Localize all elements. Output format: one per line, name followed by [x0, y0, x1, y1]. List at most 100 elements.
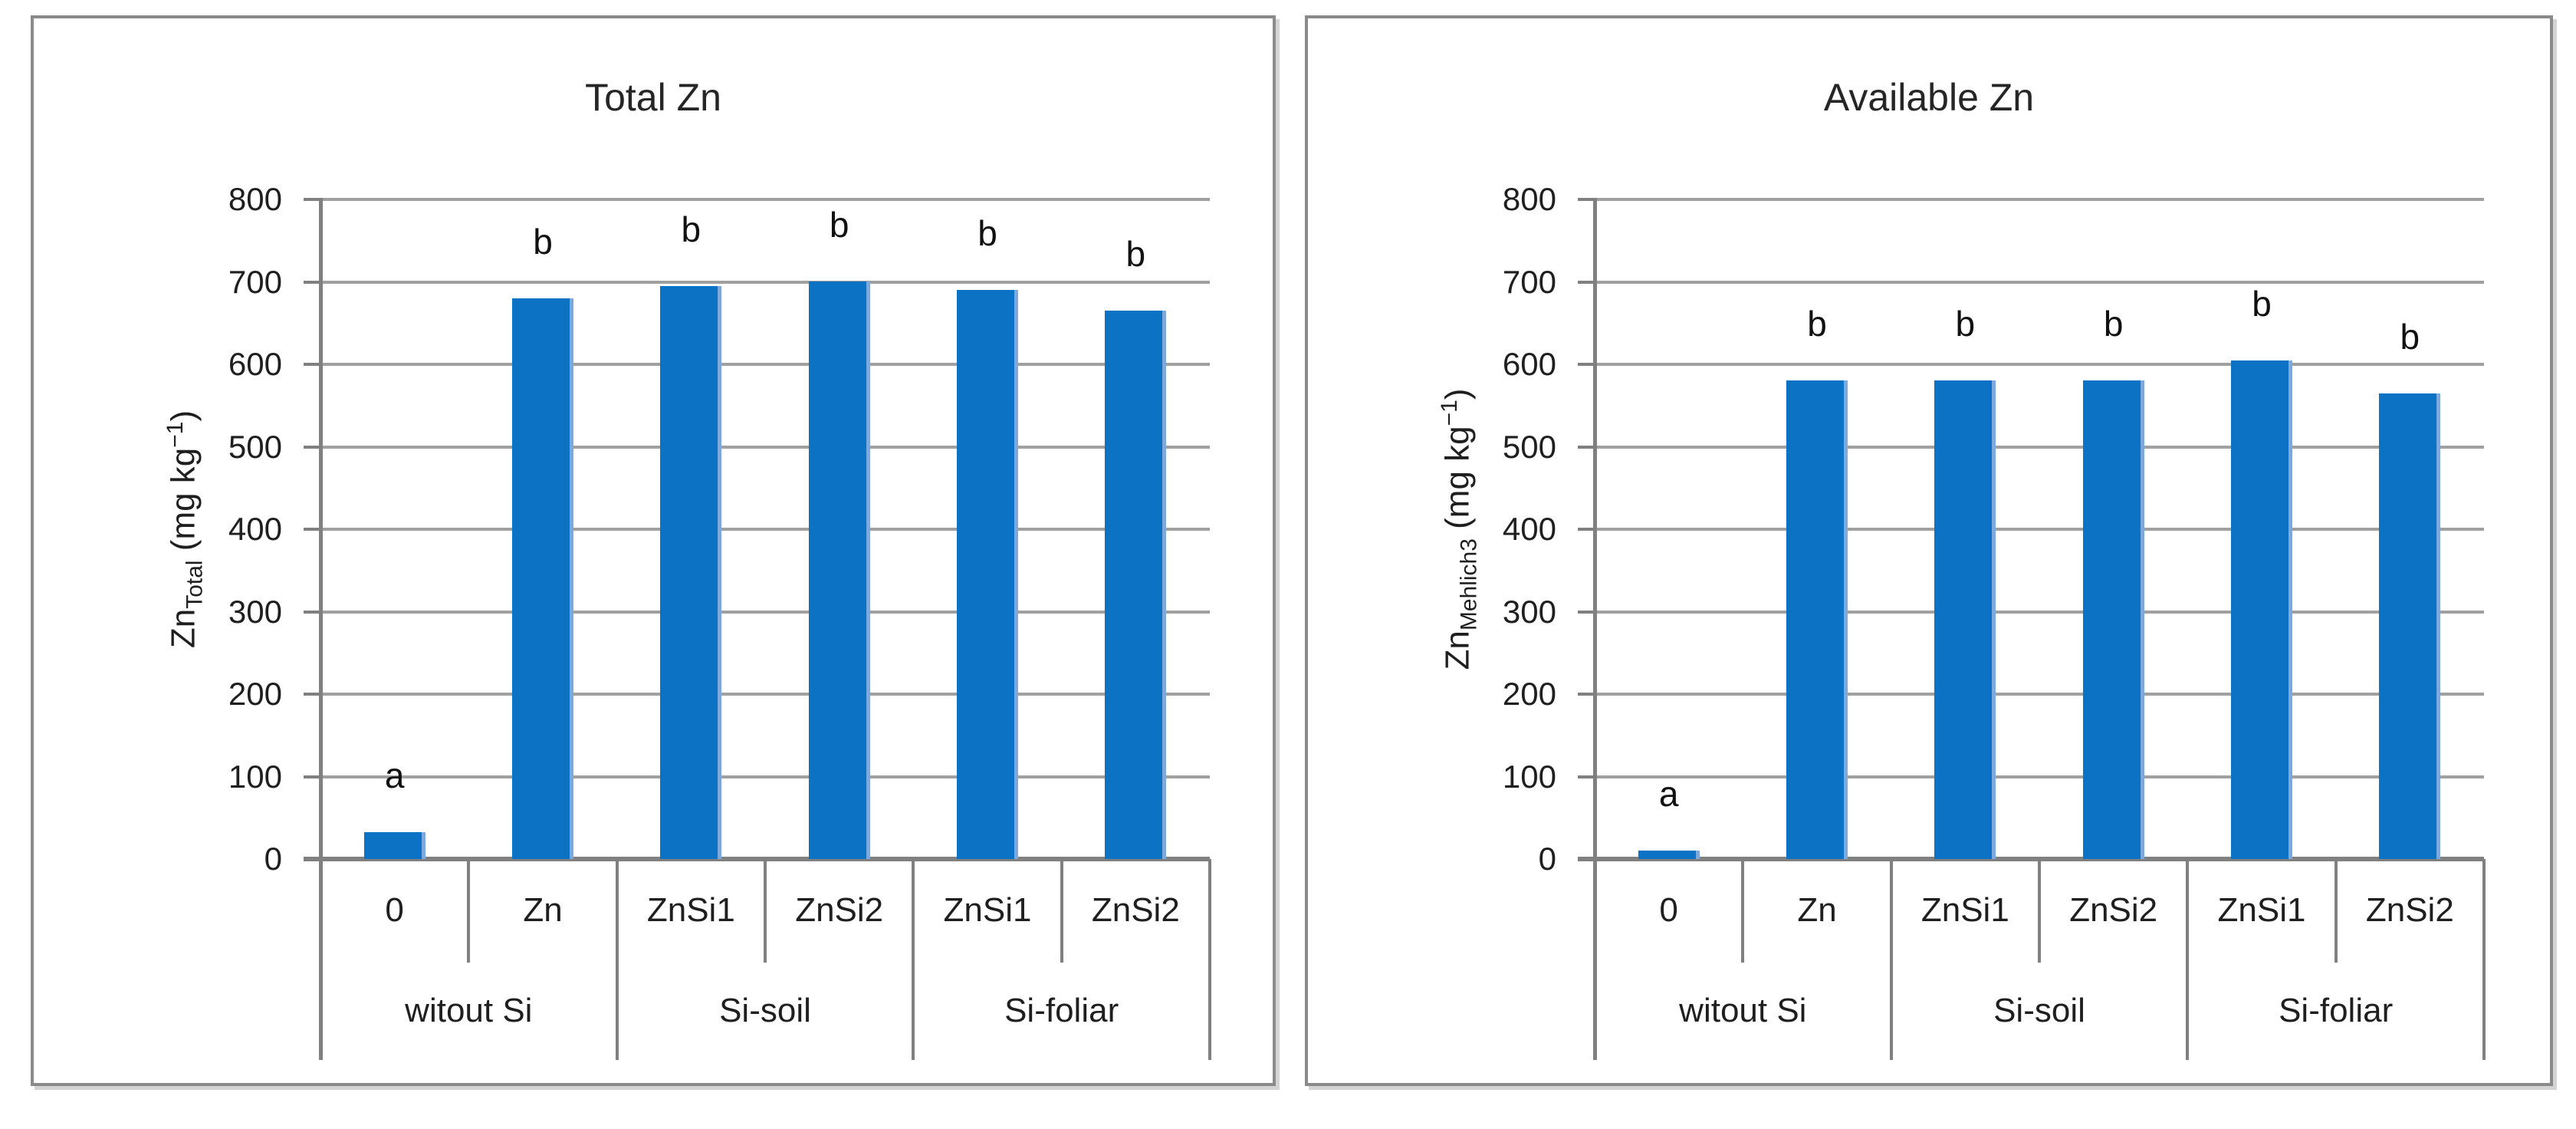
gridline-600 — [320, 363, 1210, 366]
group-label-3: Si-foliar — [1004, 992, 1119, 1029]
gridline-200 — [320, 693, 1210, 696]
chart-title: Available Zn — [1823, 76, 2035, 119]
gridline-700 — [1595, 280, 2484, 284]
y-axis-line — [1593, 198, 1597, 1060]
y-tick-label-600: 600 — [1502, 346, 1556, 382]
category-label-5: ZnSi1 — [2217, 891, 2306, 929]
category-label-3: ZnSi1 — [646, 891, 735, 929]
bar-ZnSi1-5 — [2231, 360, 2292, 859]
significance-letter-5: b — [978, 213, 997, 253]
y-tick-label-200: 200 — [228, 676, 282, 712]
significance-letter-2: b — [533, 222, 553, 262]
category-label-2: Zn — [523, 891, 563, 929]
group-label-3: Si-foliar — [2279, 992, 2394, 1029]
group-label-1: witout Si — [405, 992, 533, 1029]
category-label-5: ZnSi1 — [943, 891, 1032, 929]
gridline-300 — [320, 610, 1210, 614]
plot-area: ZnTotal (mg kg−1) 0 100 200 300 400 500 600 700 8… — [34, 18, 1273, 1083]
y-tick-700 — [304, 280, 320, 284]
y-tick-label-700: 700 — [1502, 263, 1556, 300]
y-tick-label-0: 0 — [264, 841, 282, 877]
y-tick-400 — [1578, 528, 1595, 531]
bar-ZnSi1-3 — [1934, 380, 1996, 859]
x-axis-line — [1578, 857, 2484, 861]
gridline-400 — [320, 528, 1210, 531]
y-tick-label-800: 800 — [228, 181, 282, 217]
bar-0-1 — [363, 832, 426, 859]
category-label-3: ZnSi1 — [1921, 891, 2009, 929]
y-tick-label-300: 300 — [1502, 593, 1556, 630]
group-divider — [1889, 859, 1893, 1060]
significance-letter-3: b — [1955, 304, 1976, 344]
y-tick-100 — [304, 775, 320, 778]
y-tick-700 — [1578, 280, 1595, 284]
group-divider — [615, 859, 619, 1060]
y-tick-500 — [1578, 445, 1595, 449]
gridline-200 — [1595, 693, 2484, 696]
gridline-500 — [320, 445, 1210, 449]
bar-ZnSi2-4 — [808, 281, 870, 859]
chart-panel-available-zn: Available Zn ZnMehlich3 (mg kg−1) 0 100 200… — [1305, 15, 2553, 1086]
significance-letter-5: b — [2252, 284, 2272, 324]
y-tick-800 — [304, 198, 320, 201]
group-divider — [2482, 859, 2486, 1060]
gridline-500 — [1595, 445, 2484, 449]
significance-letter-4: b — [2103, 304, 2124, 344]
significance-letter-1: a — [1658, 774, 1679, 814]
significance-letter-6: b — [2400, 317, 2420, 357]
significance-letter-1: a — [384, 755, 405, 795]
category-label-4: ZnSi2 — [2069, 891, 2158, 929]
y-tick-label-100: 100 — [228, 758, 282, 795]
gridline-100 — [320, 775, 1210, 778]
y-tick-100 — [1578, 775, 1595, 778]
y-tick-300 — [304, 610, 320, 614]
category-label-6: ZnSi2 — [1091, 891, 1180, 929]
bar-ZnSi2-6 — [1105, 311, 1167, 859]
y-tick-200 — [304, 693, 320, 696]
y-tick-label-100: 100 — [1502, 758, 1556, 795]
y-tick-label-400: 400 — [1502, 511, 1556, 547]
bar-ZnSi2-4 — [2082, 380, 2144, 859]
gridline-800 — [1595, 198, 2484, 201]
category-divider — [467, 859, 471, 963]
chart-panel-total-zn: Total Zn ZnTotal (mg kg−1) 0 100 200 300 400 5… — [31, 15, 1276, 1086]
y-tick-label-300: 300 — [228, 593, 282, 630]
significance-letter-2: b — [1807, 304, 1827, 344]
category-divider — [764, 859, 767, 963]
plot-area: ZnMehlich3 (mg kg−1) 0 100 200 300 400 500 600 7… — [1308, 18, 2550, 1083]
y-tick-label-0: 0 — [1538, 841, 1556, 877]
group-divider — [1208, 859, 1211, 1060]
bar-ZnSi2-6 — [2379, 393, 2441, 859]
category-divider — [1741, 859, 1745, 963]
category-label-4: ZnSi2 — [795, 891, 884, 929]
chart-title: Total Zn — [585, 76, 721, 119]
gridline-600 — [1595, 363, 2484, 366]
y-tick-500 — [304, 445, 320, 449]
gridline-400 — [1595, 528, 2484, 531]
category-label-6: ZnSi2 — [2365, 891, 2454, 929]
category-divider — [1060, 859, 1063, 963]
category-label-2: Zn — [1797, 891, 1837, 929]
group-divider — [912, 859, 915, 1060]
category-divider — [2334, 859, 2338, 963]
bar-0-1 — [1638, 851, 1700, 859]
category-label-1: 0 — [1659, 891, 1678, 929]
group-label-1: witout Si — [1679, 992, 1807, 1029]
y-tick-label-800: 800 — [1502, 181, 1556, 217]
gridline-300 — [1595, 610, 2484, 614]
group-label-2: Si-soil — [719, 992, 811, 1029]
y-axis-line — [319, 198, 323, 1060]
gridline-800 — [320, 198, 1210, 201]
group-divider — [2186, 859, 2190, 1060]
gridline-100 — [1595, 775, 2484, 778]
y-tick-label-600: 600 — [228, 346, 282, 382]
y-tick-600 — [304, 363, 320, 366]
significance-letter-6: b — [1125, 234, 1146, 274]
category-divider — [2038, 859, 2041, 963]
bar-Zn-2 — [512, 298, 573, 859]
gridline-700 — [320, 280, 1210, 284]
y-tick-label-400: 400 — [228, 511, 282, 547]
category-label-1: 0 — [385, 891, 404, 929]
y-tick-800 — [1578, 198, 1595, 201]
